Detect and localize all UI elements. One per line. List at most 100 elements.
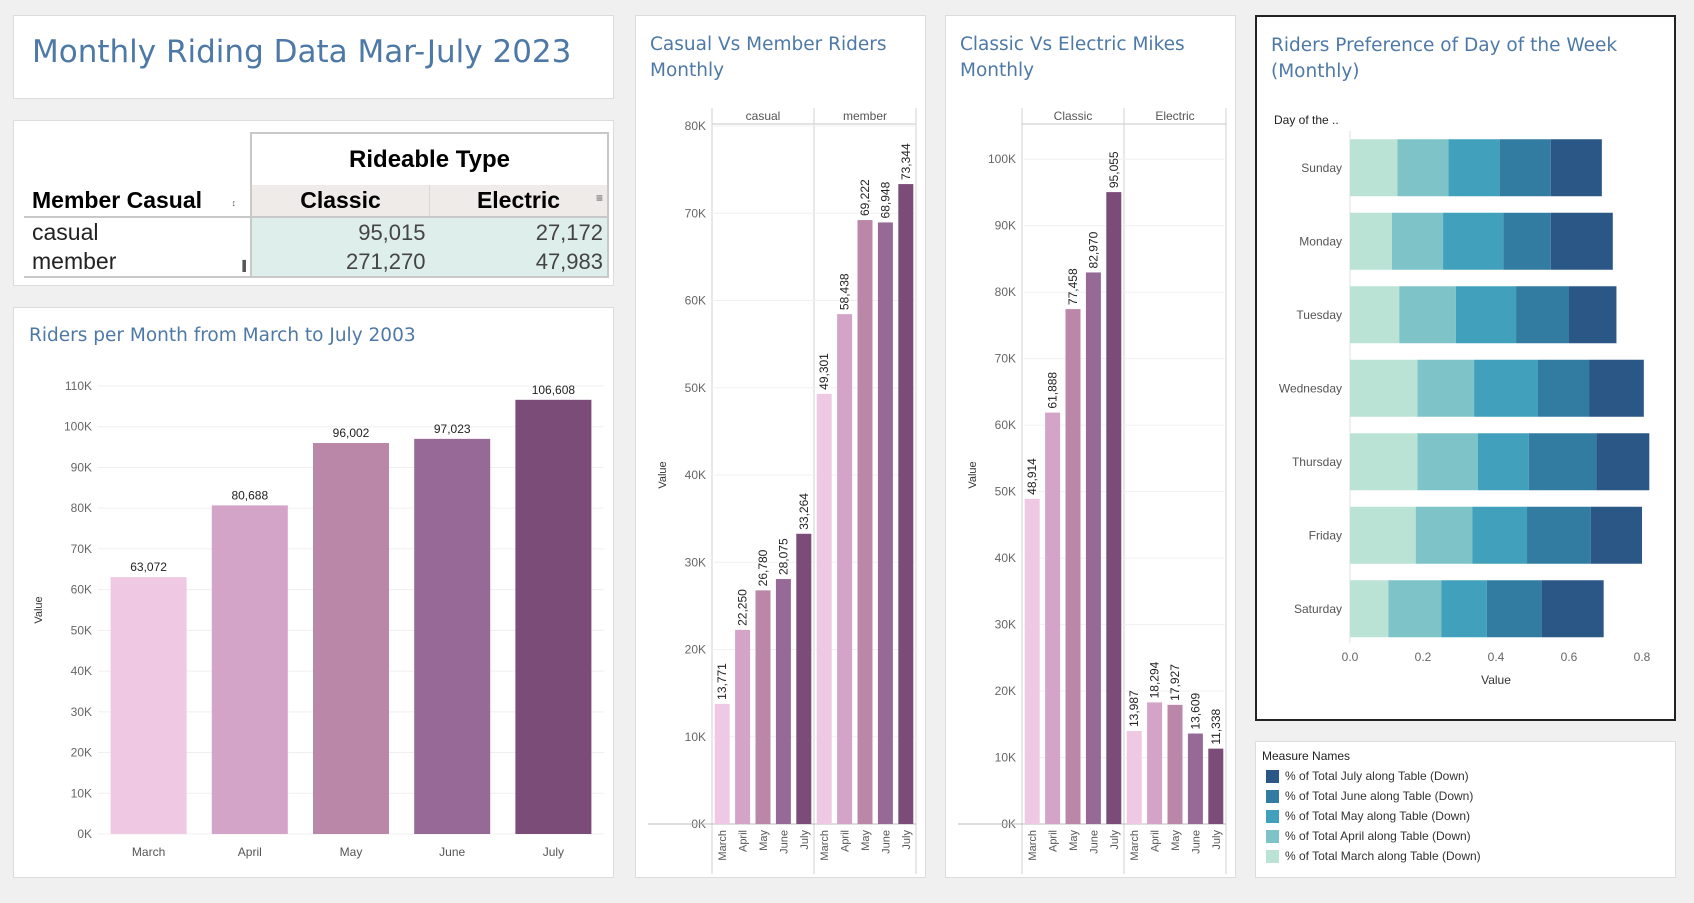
stacked-segment — [1415, 506, 1473, 564]
casual-vs-member-title: Casual Vs Member Riders Monthly — [650, 34, 887, 81]
crosstab-panel: Rideable Type Member Casual ↕ Classic El… — [13, 120, 614, 286]
bar — [515, 399, 592, 834]
legend-item[interactable]: % of Total March along Table (Down) — [1266, 849, 1481, 863]
y-tick-label: 110K — [65, 379, 92, 393]
classic-vs-electric-chart: Classic Electric0K10K20K30K40K50K60K70K80… — [958, 108, 1227, 874]
stacked-segment — [1350, 433, 1418, 491]
day-preference-chart: Day of the .. 0.0 0.2 0.4 0.6 0.8 Value Sunday M… — [1274, 113, 1651, 687]
stacked-segment — [1589, 359, 1644, 417]
rider-type-bar — [735, 629, 751, 824]
riders-per-month-chart: 0K 10K 20K 30K 40K 50K 60K 70K 80K 90K 100K 110K Val… — [33, 379, 604, 859]
riders-per-month-panel: Riders per Month from March to July 2003… — [13, 307, 614, 878]
stacked-segment — [1550, 212, 1613, 270]
stacked-segment — [1350, 359, 1418, 417]
bike-type-bar — [1106, 192, 1122, 824]
data-label: 13,987 — [1127, 690, 1141, 727]
y-tick-label: 20K — [71, 746, 92, 760]
filter-icon[interactable]: ≡ — [595, 191, 603, 205]
cell-casual-classic: 95,015 — [250, 217, 430, 247]
legend-item[interactable]: % of Total May along Table (Down) — [1266, 809, 1470, 823]
x-tick-label: March — [1027, 830, 1039, 861]
legend-label: % of Total March along Table (Down) — [1285, 849, 1481, 863]
column-header-electric: Electric — [476, 187, 561, 213]
data-label: 26,780 — [756, 549, 770, 586]
bike-type-bar — [1024, 498, 1040, 824]
data-label: 58,438 — [838, 273, 852, 310]
rider-type-bar — [714, 703, 730, 824]
legend-item[interactable]: % of Total July along Table (Down) — [1266, 769, 1469, 783]
x-tick-label: March — [1129, 830, 1141, 861]
y-tick-label: 30K — [995, 618, 1016, 632]
x-tick-label: June — [880, 830, 892, 854]
cell-member-classic: 271,270 — [250, 247, 430, 278]
y-tick-label: Thursday — [1292, 455, 1342, 469]
bar — [414, 438, 491, 834]
stacked-segment — [1537, 359, 1590, 417]
x-tick-label: June — [778, 830, 790, 854]
title-panel: Monthly Riding Data Mar-July 2023 — [13, 15, 614, 99]
y-axis-label: Value — [967, 461, 979, 488]
y-tick-label: 60K — [685, 294, 706, 308]
x-tick-label: April — [238, 845, 262, 859]
stacked-segment — [1550, 139, 1602, 197]
data-label: 82,970 — [1086, 231, 1100, 268]
bar-chart-icon[interactable]: ▐ — [238, 261, 246, 272]
x-tick-label: March — [717, 830, 729, 861]
bike-type-bar — [1208, 748, 1224, 824]
bike-type-bar — [1187, 733, 1203, 824]
stacked-segment — [1391, 212, 1444, 270]
data-label: 97,023 — [434, 422, 471, 436]
y-tick-label: 70K — [71, 542, 92, 556]
y-tick-label: Wednesday — [1279, 381, 1342, 395]
data-label: 13,771 — [715, 663, 729, 700]
day-preference-panel: Riders Preference of Day of the Week (Mo… — [1255, 15, 1676, 721]
rider-type-bar — [877, 222, 893, 824]
stacked-segment — [1474, 359, 1538, 417]
stacked-segment — [1388, 580, 1442, 638]
x-tick-label: March — [819, 830, 831, 861]
stacked-segment — [1569, 286, 1617, 344]
y-tick-label: 60K — [995, 418, 1016, 432]
rider-type-bar — [857, 220, 873, 824]
legend-label: % of Total July along Table (Down) — [1285, 769, 1469, 783]
cell-member-electric: 47,983 — [429, 247, 609, 278]
stacked-segment — [1499, 139, 1551, 197]
legend-swatch — [1266, 769, 1279, 783]
data-label: 48,914 — [1025, 458, 1039, 495]
x-axis-label: Value — [1481, 673, 1511, 687]
bike-type-bar — [1167, 704, 1183, 824]
x-tick-label: 0.0 — [1342, 650, 1359, 664]
data-label: 80,688 — [231, 488, 268, 502]
x-tick-label: June — [1190, 830, 1202, 854]
y-tick-label: Saturday — [1294, 602, 1342, 616]
stacked-segment — [1443, 212, 1504, 270]
x-tick-label: March — [132, 845, 165, 859]
y-tick-label: 40K — [71, 664, 92, 678]
y-tick-label: 70K — [685, 206, 706, 220]
y-tick-label: 30K — [71, 705, 92, 719]
bike-type-bar — [1085, 272, 1101, 825]
pane-header: member — [843, 109, 887, 123]
legend-swatch — [1266, 789, 1279, 803]
y-tick-label: 100K — [988, 152, 1016, 166]
x-tick-label: 0.2 — [1415, 650, 1432, 664]
x-tick-label: June — [439, 845, 465, 859]
dashboard-title: Monthly Riding Data Mar-July 2023 — [32, 34, 572, 70]
y-axis-label: Value — [33, 596, 45, 623]
row-label-member: member — [32, 248, 117, 274]
y-tick-label: 20K — [685, 643, 706, 657]
y-tick-label: 80K — [71, 501, 92, 515]
rider-type-bar — [816, 393, 832, 824]
x-tick-label: July — [1109, 830, 1121, 850]
pane-header: casual — [746, 109, 781, 123]
legend-item[interactable]: % of Total April along Table (Down) — [1266, 829, 1471, 843]
y-tick-label: 70K — [995, 352, 1016, 366]
y-tick-label: 40K — [685, 468, 706, 482]
cell-casual-electric: 27,172 — [429, 217, 609, 247]
legend-item[interactable]: % of Total June along Table (Down) — [1266, 789, 1473, 803]
stacked-segment — [1516, 286, 1569, 344]
pane-header: Electric — [1155, 109, 1194, 123]
sort-icon[interactable]: ↕ — [231, 198, 237, 208]
data-label: 68,948 — [878, 181, 892, 218]
bike-type-bar — [1065, 309, 1081, 824]
